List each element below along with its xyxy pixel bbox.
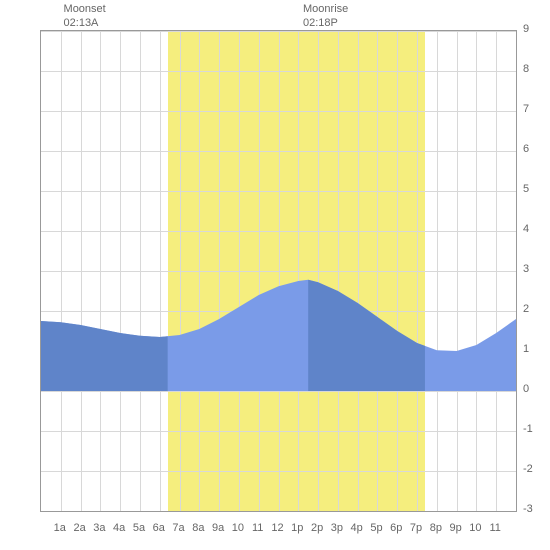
tide-fill-dark bbox=[308, 280, 425, 391]
tide-fill-dark bbox=[41, 321, 168, 391]
y-tick-label: 4 bbox=[523, 223, 529, 235]
x-tick-label: 6p bbox=[390, 522, 402, 534]
x-tick-label: 11 bbox=[252, 522, 263, 534]
x-tick-label: 5a bbox=[133, 522, 145, 534]
x-tick-label: 5p bbox=[370, 522, 382, 534]
x-tick-label: 1p bbox=[291, 522, 303, 534]
y-tick-label: 7 bbox=[523, 103, 529, 115]
y-tick-label: 3 bbox=[523, 263, 529, 275]
moonrise-title: Moonrise bbox=[303, 2, 348, 16]
x-tick-label: 12 bbox=[271, 522, 283, 534]
x-tick-label: 2a bbox=[73, 522, 85, 534]
x-tick-label: 9p bbox=[450, 522, 462, 534]
y-tick-label: 5 bbox=[523, 183, 529, 195]
y-tick-label: 1 bbox=[523, 343, 529, 355]
moonrise-annotation: Moonrise02:18P bbox=[303, 2, 348, 31]
moonset-title: Moonset bbox=[64, 2, 106, 16]
tide-chart: -3-2-101234567891a2a3a4a5a6a7a8a9a101112… bbox=[0, 0, 550, 550]
plot-area bbox=[40, 30, 517, 512]
y-tick-label: 0 bbox=[523, 383, 529, 395]
y-tick-label: -3 bbox=[523, 503, 533, 515]
y-tick-label: -1 bbox=[523, 423, 533, 435]
tide-area bbox=[41, 31, 516, 511]
grid-line bbox=[41, 511, 516, 512]
moonset-time: 02:13A bbox=[64, 16, 106, 30]
x-tick-label: 6a bbox=[153, 522, 165, 534]
y-tick-label: 9 bbox=[523, 23, 529, 35]
x-tick-label: 1a bbox=[54, 522, 66, 534]
x-tick-label: 8p bbox=[430, 522, 442, 534]
x-tick-label: 2p bbox=[311, 522, 323, 534]
x-tick-label: 7a bbox=[172, 522, 184, 534]
x-tick-label: 4p bbox=[351, 522, 363, 534]
moonrise-time: 02:18P bbox=[303, 16, 348, 30]
x-tick-label: 9a bbox=[212, 522, 224, 534]
x-tick-label: 7p bbox=[410, 522, 422, 534]
x-tick-label: 10 bbox=[232, 522, 244, 534]
x-tick-label: 3p bbox=[331, 522, 343, 534]
x-tick-label: 10 bbox=[469, 522, 481, 534]
x-tick-label: 11 bbox=[489, 522, 500, 534]
x-tick-label: 3a bbox=[93, 522, 105, 534]
x-tick-label: 4a bbox=[113, 522, 125, 534]
y-tick-label: 2 bbox=[523, 303, 529, 315]
moonset-annotation: Moonset02:13A bbox=[64, 2, 106, 31]
y-tick-label: 8 bbox=[523, 63, 529, 75]
y-tick-label: 6 bbox=[523, 143, 529, 155]
x-tick-label: 8a bbox=[192, 522, 204, 534]
y-tick-label: -2 bbox=[523, 463, 533, 475]
